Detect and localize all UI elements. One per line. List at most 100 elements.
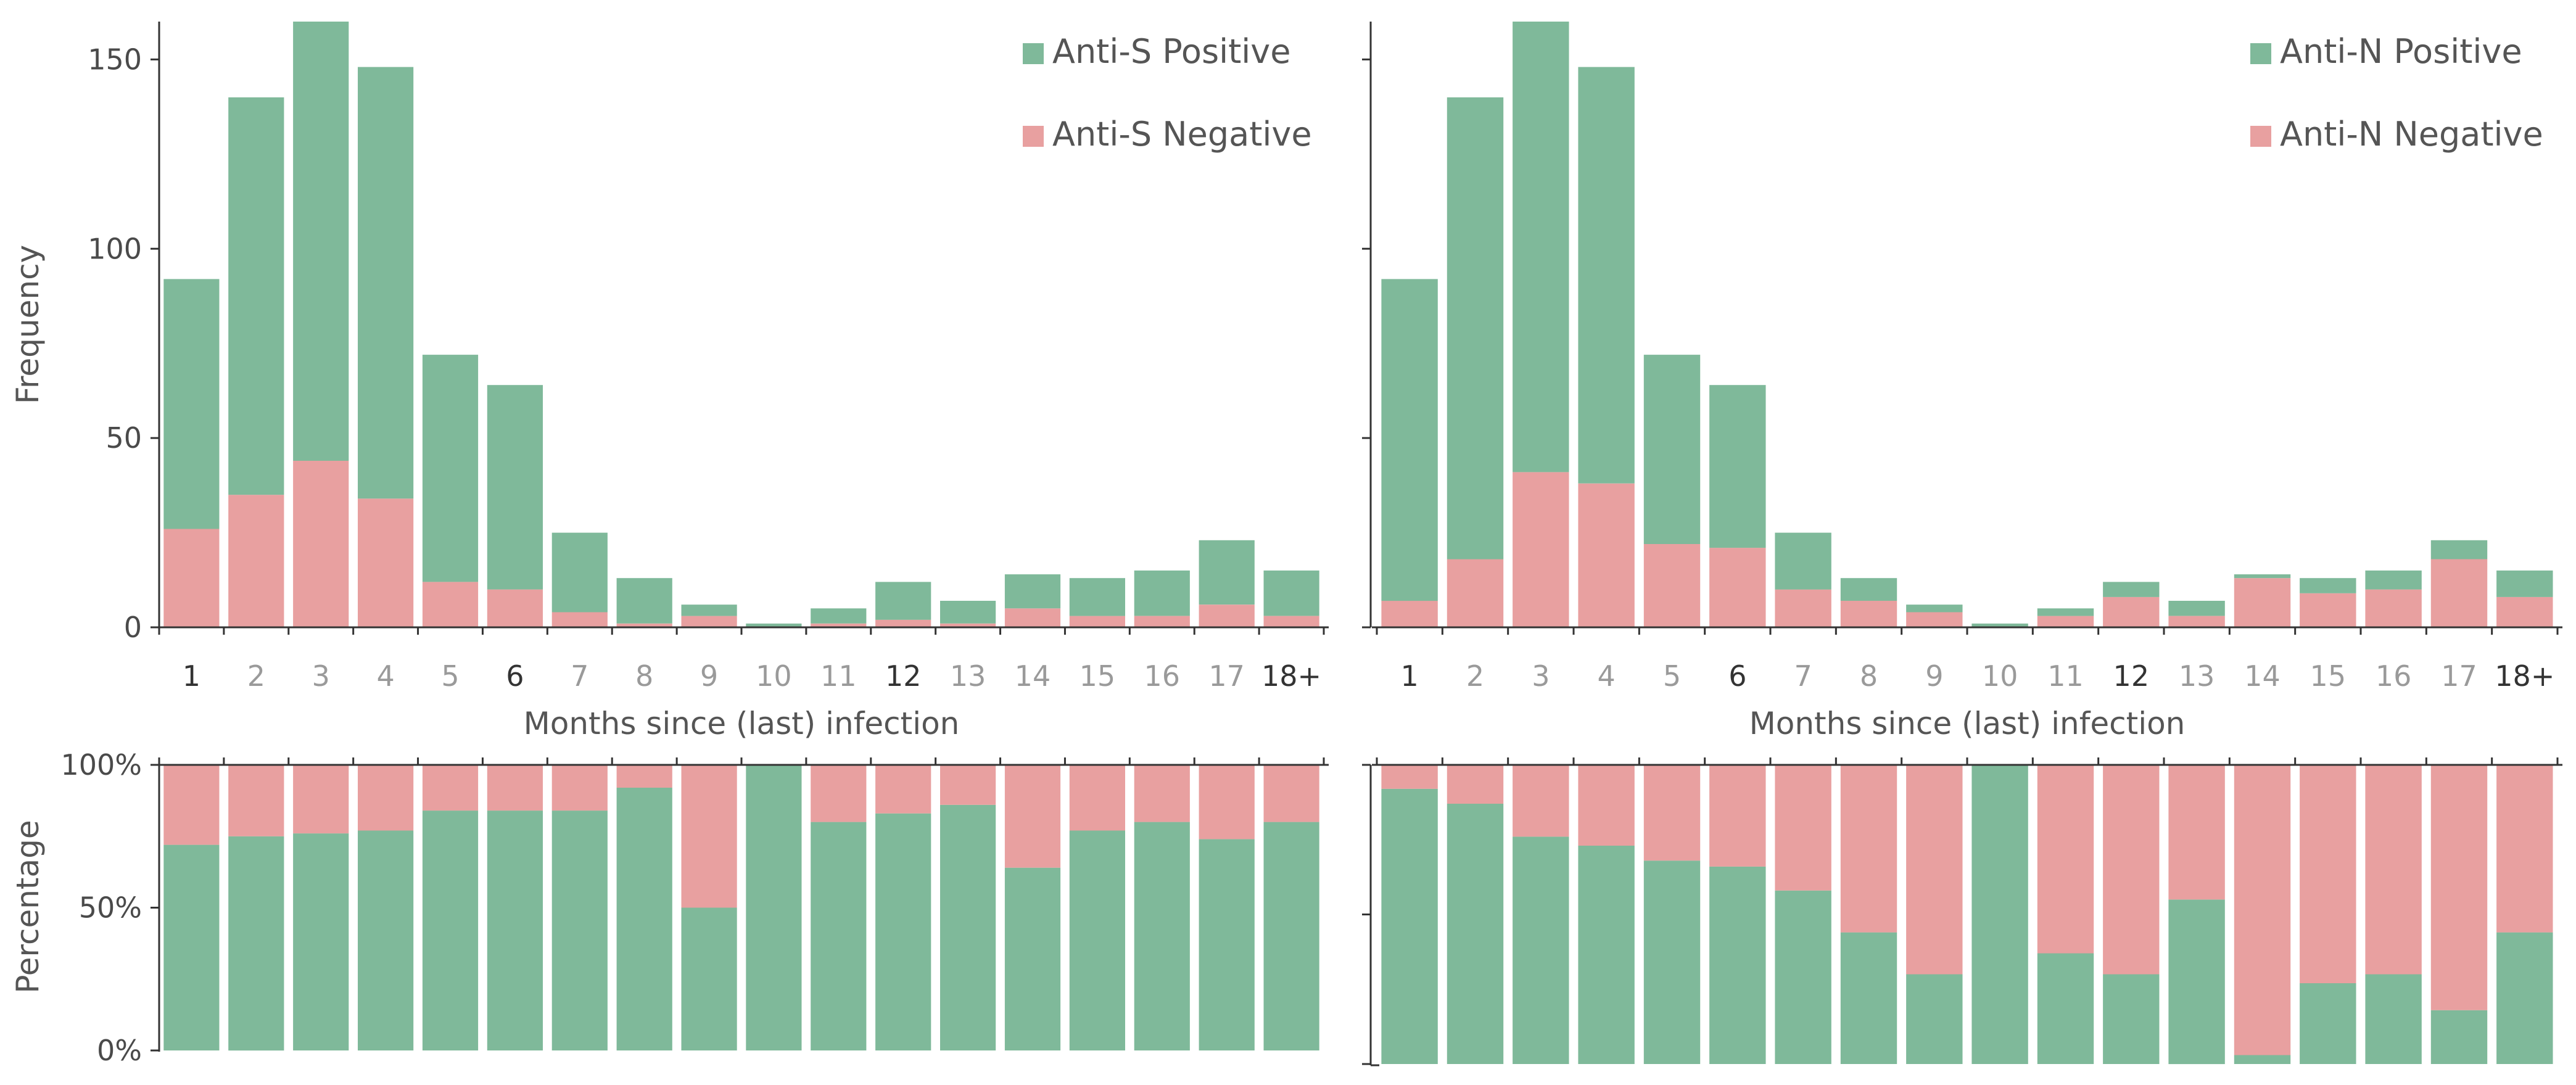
- bar-positive-1: [1381, 279, 1438, 601]
- bar-positive-15: [1069, 578, 1125, 616]
- bar-positive-15: [2300, 983, 2356, 1064]
- bar-positive-10: [1971, 765, 2028, 1064]
- bar-negative-17: [2430, 765, 2488, 1010]
- y-axis-title: Percentage: [10, 820, 46, 993]
- bar-positive-12: [2103, 974, 2160, 1064]
- bar-negative-16: [2365, 765, 2422, 975]
- bar-positive-4: [358, 67, 414, 499]
- panel-top-right: 1 2 3 4 5 6 7 8 9 10 11 12 13 14 15 16 17 18+Months since…: [1362, 22, 2562, 741]
- bar-positive-2: [228, 97, 284, 495]
- bar-negative-13: [2168, 765, 2225, 900]
- bar-positive-16: [1134, 822, 1190, 1050]
- bar-positive-4: [1578, 846, 1635, 1064]
- y-tick-label: 150: [88, 43, 142, 76]
- x-tick-label-5: 5: [1663, 659, 1681, 693]
- x-tick-label-16: 16: [2376, 659, 2412, 693]
- bar-positive-12: [875, 813, 931, 1050]
- x-tick-label-14: 14: [1015, 659, 1051, 693]
- x-tick-label-15: 15: [1080, 659, 1116, 693]
- x-axis-title: Months since (last) infection: [524, 706, 960, 741]
- x-tick-label-3: 3: [1532, 659, 1550, 693]
- bar-negative-4: [358, 498, 414, 627]
- bar-negative-17: [2430, 559, 2488, 627]
- legend-swatch-negative: [1023, 126, 1044, 147]
- legend-label-negative: Anti-S Negative: [1052, 115, 1312, 154]
- bar-positive-12: [2103, 582, 2160, 597]
- bar-positive-7: [1775, 532, 1831, 590]
- bar-negative-8: [616, 765, 672, 788]
- bar-negative-13: [2168, 616, 2225, 627]
- bar-positive-5: [422, 355, 479, 582]
- bar-positive-14: [1004, 574, 1061, 609]
- bar-negative-3: [293, 461, 349, 627]
- bar-positive-15: [1069, 830, 1125, 1050]
- bar-negative-14: [1004, 765, 1061, 868]
- x-tick-label-17: 17: [2441, 659, 2477, 693]
- bar-positive-10: [1971, 623, 2028, 627]
- x-tick-label-2: 2: [247, 659, 265, 693]
- bar-negative-14: [1004, 608, 1061, 627]
- x-tick-label-3: 3: [312, 659, 330, 693]
- x-tick-label-18+: 18+: [2495, 659, 2554, 693]
- x-tick-label-4: 4: [1598, 659, 1616, 693]
- bar-positive-17: [1199, 540, 1255, 605]
- y-tick-label: 0%: [97, 1034, 142, 1067]
- bar-negative-5: [1643, 765, 1701, 861]
- bar-negative-11: [2037, 616, 2094, 627]
- bar-positive-3: [293, 833, 349, 1050]
- bar-positive-6: [1709, 866, 1766, 1064]
- x-tick-label-6: 6: [506, 659, 524, 693]
- bar-negative-18+: [2496, 596, 2553, 627]
- x-tick-label-13: 13: [950, 659, 986, 693]
- bar-positive-11: [2037, 953, 2094, 1064]
- bar-positive-11: [811, 822, 867, 1050]
- bar-negative-4: [358, 765, 414, 831]
- bar-negative-5: [422, 582, 479, 627]
- bar-positive-8: [616, 788, 672, 1050]
- bar-positive-3: [1513, 836, 1569, 1064]
- bar-positive-9: [681, 604, 737, 616]
- bar-positive-4: [1578, 67, 1635, 484]
- bar-positive-18+: [1263, 822, 1319, 1050]
- legend-label-positive: Anti-N Positive: [2280, 32, 2522, 71]
- bar-positive-12: [875, 582, 931, 620]
- bar-negative-7: [1775, 589, 1831, 627]
- bar-positive-11: [2037, 608, 2094, 616]
- bar-positive-8: [1840, 932, 1897, 1064]
- bar-negative-15: [1069, 765, 1125, 831]
- x-axis-title: Months since (last) infection: [1749, 706, 2186, 741]
- x-tick-label-17: 17: [1208, 659, 1245, 693]
- bar-positive-6: [487, 385, 543, 590]
- bar-positive-17: [2430, 540, 2488, 559]
- bar-positive-4: [358, 830, 414, 1050]
- bar-positive-16: [2365, 570, 2422, 590]
- bar-negative-2: [228, 495, 284, 627]
- bar-positive-18+: [1263, 570, 1319, 616]
- bar-negative-5: [1643, 544, 1701, 627]
- bar-negative-8: [616, 623, 672, 627]
- bar-positive-3: [293, 22, 349, 461]
- bar-negative-3: [1513, 472, 1569, 627]
- legend-swatch-negative: [2250, 126, 2271, 147]
- x-tick-label-12: 12: [2113, 659, 2150, 693]
- bar-positive-1: [1381, 788, 1438, 1064]
- bar-negative-13: [940, 765, 996, 805]
- bar-positive-14: [2234, 1055, 2291, 1064]
- x-tick-label-9: 9: [1925, 659, 1943, 693]
- bar-positive-10: [746, 765, 802, 1050]
- x-tick-label-1: 1: [1401, 659, 1419, 693]
- x-tick-label-14: 14: [2244, 659, 2281, 693]
- bar-positive-6: [487, 811, 543, 1050]
- x-tick-label-7: 7: [1794, 659, 1812, 693]
- bar-negative-1: [163, 765, 220, 845]
- bar-positive-14: [1004, 867, 1061, 1050]
- x-tick-label-8: 8: [635, 659, 653, 693]
- bar-positive-18+: [2496, 932, 2553, 1064]
- bar-positive-8: [616, 578, 672, 624]
- bar-positive-17: [1199, 839, 1255, 1050]
- bar-negative-4: [1578, 483, 1635, 627]
- x-tick-label-18+: 18+: [1261, 659, 1321, 693]
- x-tick-label-1: 1: [183, 659, 200, 693]
